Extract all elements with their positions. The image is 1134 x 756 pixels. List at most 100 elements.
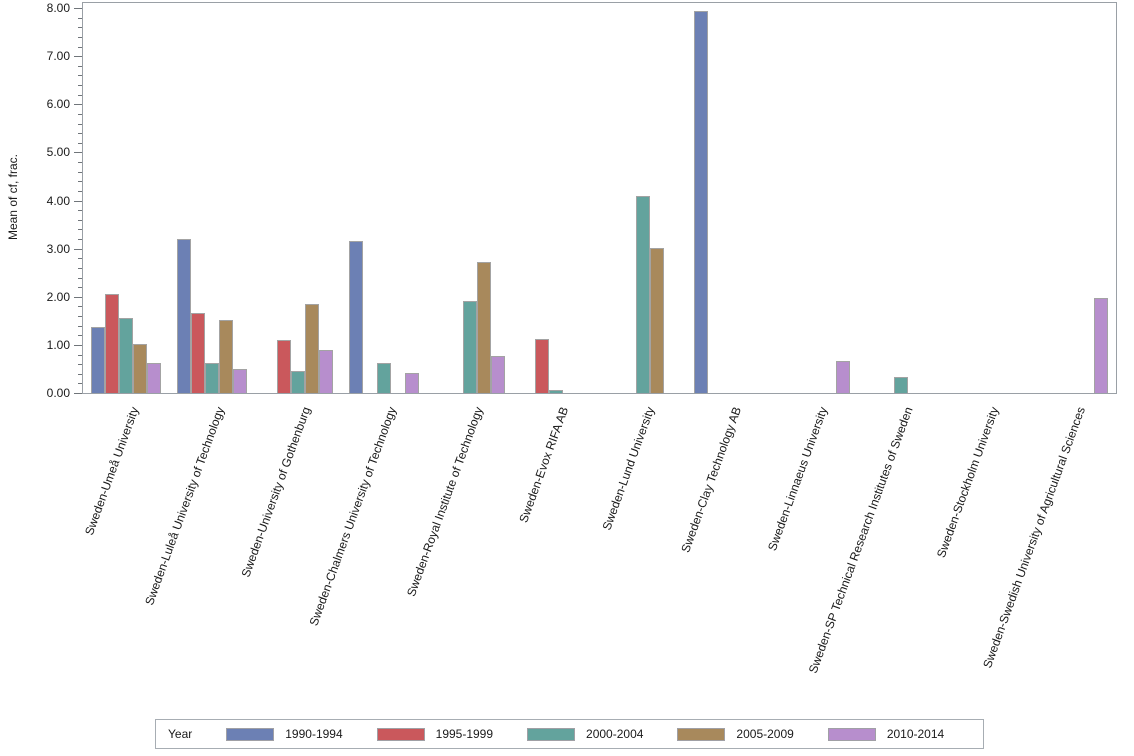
bar-2000-2004-10 [893,377,908,393]
y-tick-label: 6.00 [46,97,70,111]
y-minor-tick [78,287,82,288]
legend-entry-1995-1999: 1995-1999 [376,727,494,741]
bar-1990-1994-4 [349,241,364,393]
bar-1990-1994-8 [693,11,708,393]
y-minor-tick [78,124,82,125]
y-major-tick [74,56,82,57]
legend-swatch-2010-2014 [827,727,876,741]
bar-2000-2004-6 [549,390,564,393]
y-major-tick [74,201,82,202]
y-minor-tick [78,374,82,375]
bar-1995-1999-6 [535,339,550,393]
y-tick-label: 3.00 [46,242,70,256]
y-tick-label: 0.00 [46,386,70,400]
y-tick-label: 8.00 [46,1,70,15]
y-tick-label: 4.00 [46,194,70,208]
y-major-tick [74,249,82,250]
y-minor-tick [78,268,82,269]
x-category-label: Sweden-Evox RIFA AB [516,405,572,525]
bar-2000-2004-3 [291,371,306,393]
y-minor-tick [78,278,82,279]
y-minor-tick [78,95,82,96]
x-category-label: Sweden-Chalmers University of Technology [306,405,400,628]
y-minor-tick [78,239,82,240]
y-minor-tick [78,27,82,28]
y-minor-tick [78,210,82,211]
x-category-label: Sweden-SP Technical Research Institutes … [806,405,916,676]
x-category-label: Sweden-Umeå University [81,405,142,538]
y-major-tick [74,8,82,9]
y-minor-tick [78,18,82,19]
y-major-tick [74,345,82,346]
bar-1995-1999-1 [105,294,120,393]
y-tick-label: 7.00 [46,49,70,63]
x-category-label: Sweden-Royal Institute of Technology [403,405,486,599]
y-minor-tick [78,37,82,38]
y-tick-label: 5.00 [46,145,70,159]
y-minor-tick [78,172,82,173]
x-category-label: Sweden-Clay Technology AB [677,405,744,555]
x-category-label: Sweden-Stockholm University [934,405,1003,560]
bar-2010-2014-5 [491,356,506,393]
y-major-tick [74,104,82,105]
bar-2005-2009-1 [133,344,148,393]
bar-1990-1994-1 [91,327,106,393]
legend-swatch-2005-2009 [677,727,726,741]
legend-label: 2000-2004 [586,727,644,741]
bar-2010-2014-12 [1093,298,1108,393]
legend-label: 1990-1994 [285,727,343,741]
y-minor-tick [78,316,82,317]
legend-swatch-1995-1999 [376,727,425,741]
bar-2005-2009-2 [219,320,234,393]
y-minor-tick [78,364,82,365]
y-minor-tick [78,355,82,356]
y-minor-tick [78,326,82,327]
y-axis-title: Mean of cf, frac. [6,153,20,241]
legend-label: 2010-2014 [886,727,945,741]
legend-entry-1990-1994: 1990-1994 [226,727,343,741]
y-minor-tick [78,162,82,163]
bar-2010-2014-1 [147,363,162,393]
y-tick-label: 1.00 [46,338,70,352]
y-minor-tick [78,133,82,134]
y-major-tick [74,297,82,298]
legend-swatch-2000-2004 [527,727,576,741]
y-minor-tick [78,229,82,230]
bar-1990-1994-2 [177,239,192,393]
legend-entry-2010-2014: 2010-2014 [827,727,945,741]
y-tick-label: 2.00 [46,290,70,304]
bar-2000-2004-1 [119,318,134,393]
legend-label: 1995-1999 [435,727,494,741]
legend: Year 1990-1994 1995-1999 2000-2004 2005-200… [155,719,984,749]
y-minor-tick [78,335,82,336]
bar-2005-2009-7 [649,248,664,393]
bar-2010-2014-9 [835,361,850,393]
legend-entry-2005-2009: 2005-2009 [677,727,794,741]
y-major-tick [74,152,82,153]
legend-label: 2005-2009 [736,727,794,741]
x-category-label: Sweden-University of Gothenburg [238,405,314,580]
y-minor-tick [78,220,82,221]
legend-swatch-1990-1994 [226,727,275,741]
bar-2000-2004-7 [635,196,650,393]
y-minor-tick [78,85,82,86]
bar-2010-2014-2 [233,369,248,393]
plot-area [82,2,1117,394]
bar-2000-2004-5 [463,301,478,393]
bar-1995-1999-2 [191,313,206,393]
x-category-label: Sweden-Lund University [600,405,658,533]
x-category-label: Sweden-Linnaeus University [764,405,830,553]
bar-2000-2004-2 [205,363,220,393]
y-major-tick [74,393,82,394]
y-minor-tick [78,258,82,259]
y-minor-tick [78,306,82,307]
y-minor-tick [78,114,82,115]
legend-title: Year [168,727,193,741]
bar-1995-1999-3 [277,340,292,393]
x-category-label: Sweden-Luleå University of Technology [142,405,228,608]
y-minor-tick [78,75,82,76]
bar-2010-2014-3 [319,350,334,393]
bar-2005-2009-5 [477,262,492,393]
y-minor-tick [78,47,82,48]
